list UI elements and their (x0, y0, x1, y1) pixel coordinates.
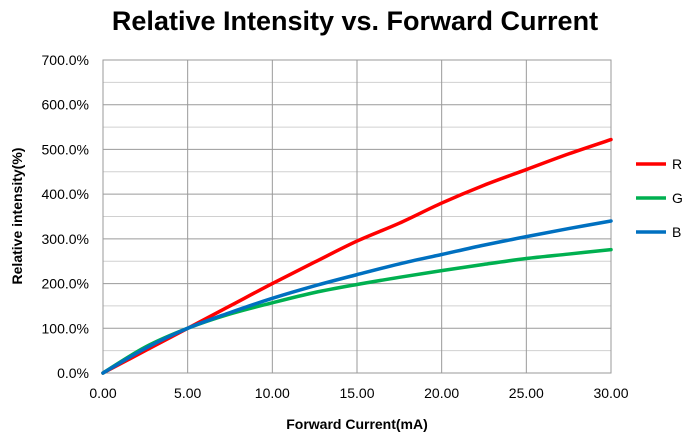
x-tick-label: 10.00 (255, 385, 290, 401)
legend-label-b: B (672, 224, 681, 240)
plot-area-border (102, 59, 612, 374)
x-tick-label: 20.00 (424, 385, 459, 401)
grid (102, 59, 612, 374)
y-tick-label: 600.0% (42, 97, 89, 113)
x-tick-label: 15.00 (339, 385, 374, 401)
x-tick-label: 0.00 (89, 385, 116, 401)
y-tick-label: 400.0% (42, 186, 89, 202)
y-axis-title: Relative intensity(%) (9, 148, 25, 285)
series-line-b (101, 219, 613, 375)
legend-label-g: G (672, 190, 683, 206)
x-tick-label: 5.00 (174, 385, 201, 401)
x-tick-label: 30.00 (593, 385, 628, 401)
y-tick-label: 200.0% (42, 276, 89, 292)
x-tick-labels: 0.00 5.00 10.00 15.00 20.00 25.00 30.00 (89, 385, 628, 401)
chart-title: Relative Intensity vs. Forward Current (112, 6, 598, 36)
legend: R G B (636, 156, 683, 240)
y-tick-label: 700.0% (42, 52, 89, 68)
y-tick-label: 500.0% (42, 141, 89, 157)
y-tick-label: 100.0% (42, 320, 89, 336)
y-tick-label: 300.0% (42, 231, 89, 247)
legend-label-r: R (672, 156, 682, 172)
y-tick-labels: 0.0% 100.0% 200.0% 300.0% 400.0% 500.0% 600.0%… (42, 52, 89, 381)
x-tick-label: 25.00 (509, 385, 544, 401)
y-tick-label: 0.0% (57, 365, 89, 381)
series-lines (101, 137, 613, 375)
x-axis-title: Forward Current(mA) (286, 416, 428, 432)
